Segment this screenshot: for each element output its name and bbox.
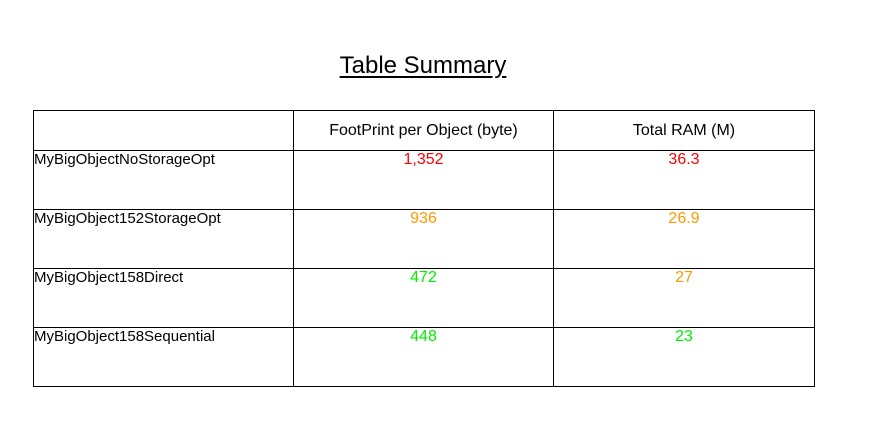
row-name: MyBigObject158Direct <box>33 268 294 328</box>
page-title: Table Summary <box>339 52 507 79</box>
row-name: MyBigObject152StorageOpt <box>33 209 294 269</box>
footprint-value: 936 <box>293 209 554 269</box>
row-name: MyBigObject158Sequential <box>33 327 294 387</box>
table-row: MyBigObjectNoStorageOpt 1,352 36.3 <box>33 150 815 210</box>
total-ram-value: 26.9 <box>553 209 815 269</box>
footprint-value: 472 <box>293 268 554 328</box>
table-row: MyBigObject158Sequential 448 23 <box>33 327 815 387</box>
table-row: MyBigObject152StorageOpt 936 26.9 <box>33 209 815 269</box>
table-row: MyBigObject158Direct 472 27 <box>33 268 815 328</box>
summary-table: FootPrint per Object (byte) Total RAM (M… <box>33 110 815 387</box>
row-name: MyBigObjectNoStorageOpt <box>33 150 294 210</box>
footprint-value: 1,352 <box>293 150 554 210</box>
header-empty-cell <box>33 110 294 151</box>
header-footprint: FootPrint per Object (byte) <box>293 110 554 151</box>
total-ram-value: 27 <box>553 268 815 328</box>
total-ram-value: 36.3 <box>553 150 815 210</box>
footprint-value: 448 <box>293 327 554 387</box>
header-total-ram: Total RAM (M) <box>553 110 815 151</box>
total-ram-value: 23 <box>553 327 815 387</box>
table-header-row: FootPrint per Object (byte) Total RAM (M… <box>33 110 815 151</box>
